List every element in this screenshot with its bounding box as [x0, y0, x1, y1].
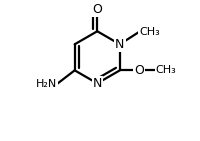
Text: N: N — [115, 38, 125, 51]
Text: H₂N: H₂N — [36, 79, 57, 89]
Text: N: N — [93, 77, 102, 90]
Text: O: O — [92, 3, 102, 16]
Text: CH₃: CH₃ — [155, 65, 176, 75]
Text: CH₃: CH₃ — [139, 27, 160, 37]
Text: O: O — [134, 64, 144, 77]
